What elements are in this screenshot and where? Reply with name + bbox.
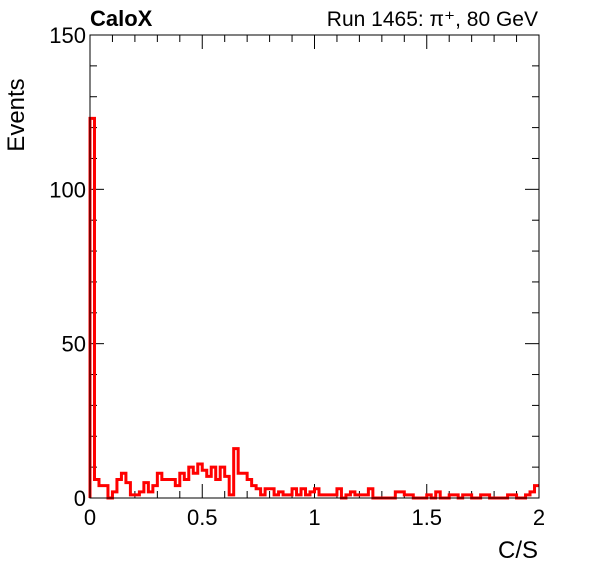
x-tick-labels: 0 0.5 1 1.5 2 xyxy=(84,505,545,530)
y-tick-label: 150 xyxy=(49,23,86,48)
x-axis-title: C/S xyxy=(498,537,538,564)
plot-frame xyxy=(89,34,540,499)
histogram-line xyxy=(88,116,539,500)
axis-ticks xyxy=(89,34,540,499)
x-tick-label: 2 xyxy=(533,505,545,530)
x-tick-label: 1 xyxy=(308,505,320,530)
x-tick-label: 1.5 xyxy=(411,505,442,530)
y-tick-label: 100 xyxy=(49,177,86,202)
x-tick-label: 0.5 xyxy=(187,505,218,530)
y-tick-label: 0 xyxy=(74,486,86,511)
y-axis-title: Events xyxy=(3,78,30,151)
y-tick-labels: 0 50 100 150 xyxy=(49,23,86,511)
y-tick-label: 50 xyxy=(62,332,86,357)
run-info-label: Run 1465: π⁺, 80 GeV xyxy=(327,8,538,31)
brand-label: CaloX xyxy=(90,6,153,31)
x-tick-label: 0 xyxy=(84,505,96,530)
